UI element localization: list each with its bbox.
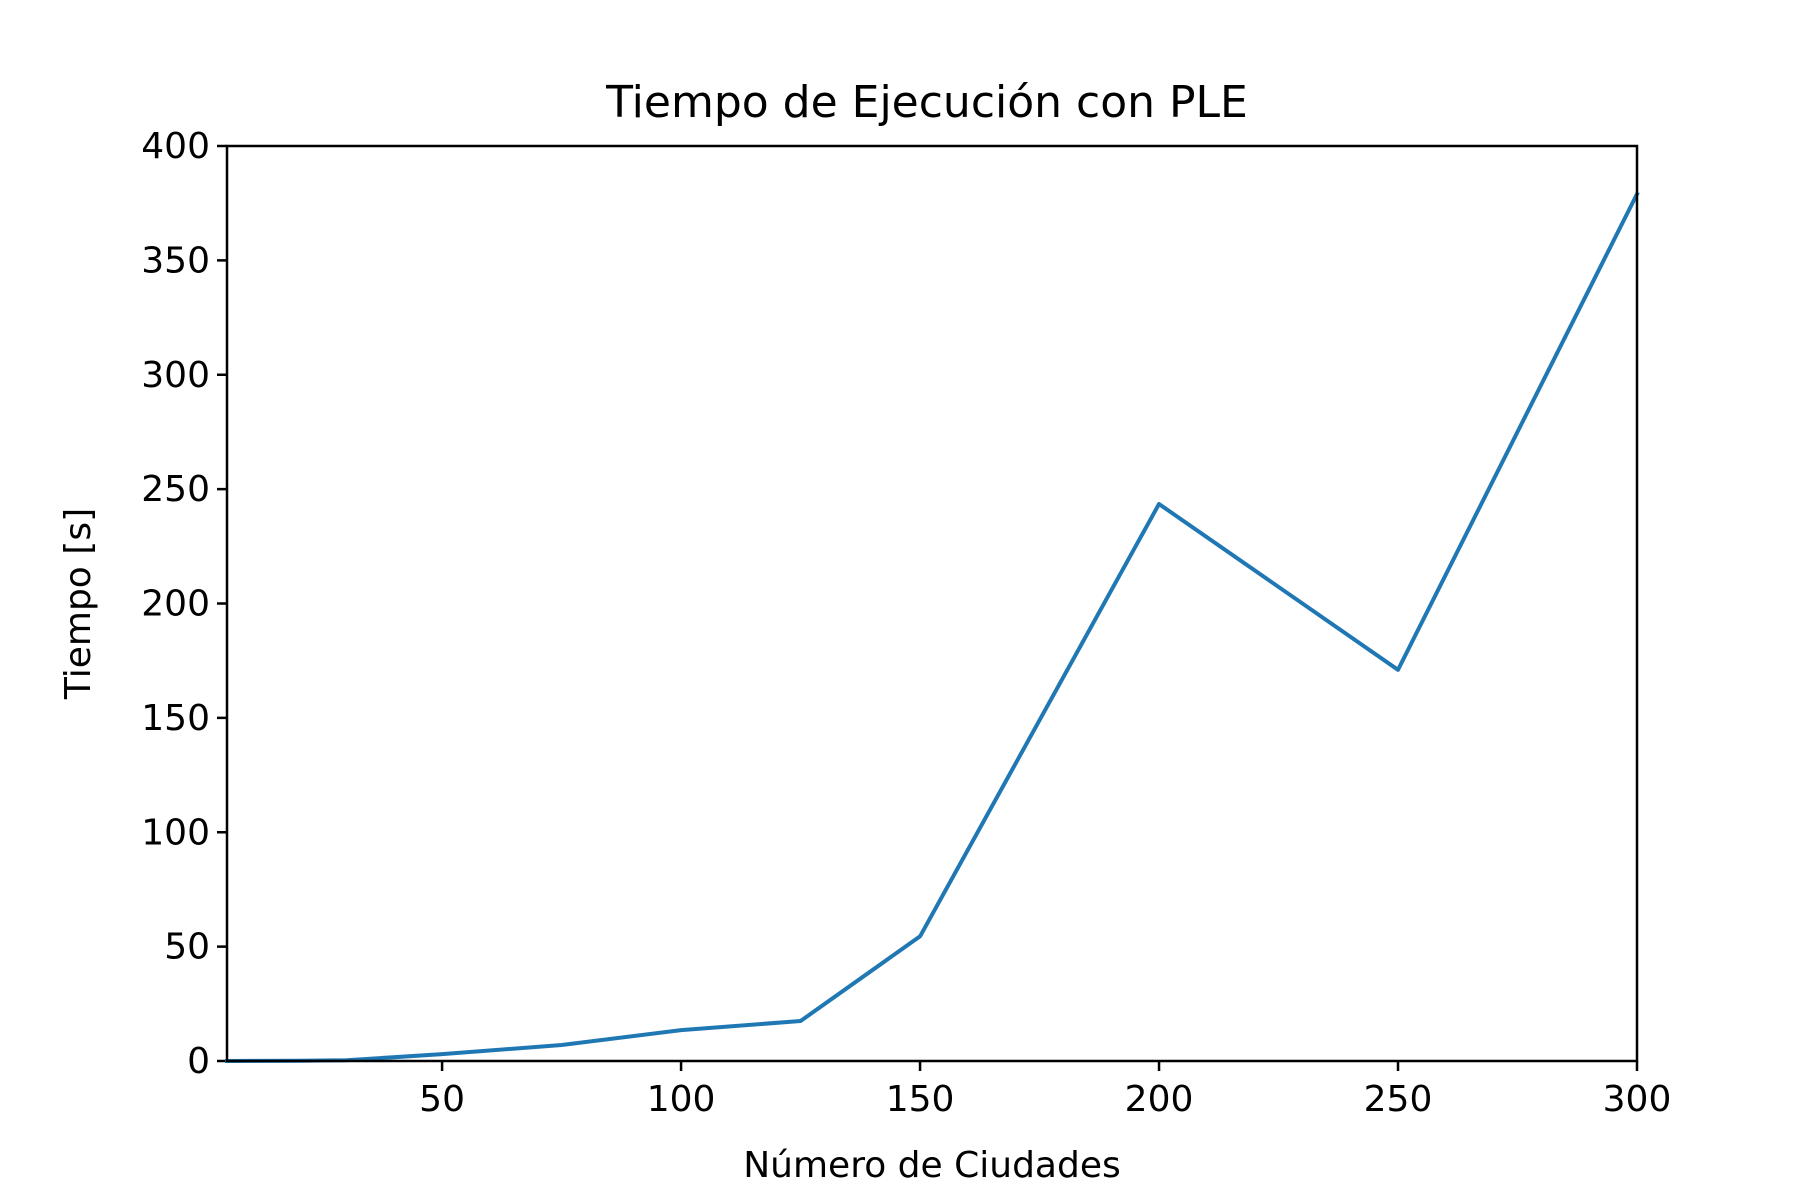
y-tick-label: 250	[141, 469, 210, 510]
chart-title: Tiempo de Ejecución con PLE	[605, 77, 1248, 128]
x-tick-label: 300	[1603, 1079, 1672, 1120]
x-axis-ticks: 50 100 150 200 250 300	[419, 1061, 1671, 1120]
y-tick-label: 350	[141, 240, 210, 281]
x-axis-label: Número de Ciudades	[743, 1145, 1121, 1186]
x-tick-label: 50	[419, 1079, 465, 1120]
y-tick-label: 300	[141, 355, 210, 396]
y-tick-label: 150	[141, 698, 210, 739]
x-tick-label: 100	[647, 1079, 716, 1120]
x-tick-label: 250	[1364, 1079, 1433, 1120]
y-tick-label: 100	[141, 812, 210, 853]
y-axis-ticks: 0 50 100 150 200 250 300 350 400	[141, 126, 227, 1082]
y-axis-label: Tiempo [s]	[58, 508, 99, 700]
y-tick-label: 200	[141, 584, 210, 625]
plot-frame	[225, 144, 1639, 1063]
y-tick-label: 400	[141, 126, 210, 167]
x-tick-label: 200	[1125, 1079, 1194, 1120]
y-tick-label: 50	[164, 927, 210, 968]
x-tick-label: 150	[886, 1079, 955, 1120]
y-tick-label: 0	[187, 1041, 210, 1082]
